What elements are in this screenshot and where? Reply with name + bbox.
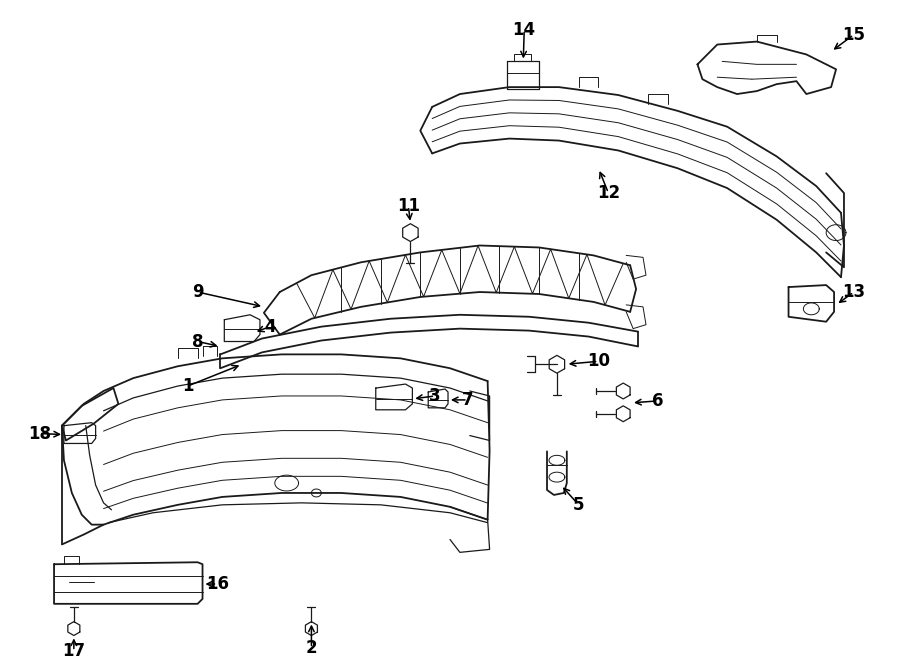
Text: 3: 3 <box>429 387 441 405</box>
Text: 13: 13 <box>842 283 866 301</box>
Text: 11: 11 <box>397 197 420 215</box>
Text: 9: 9 <box>192 283 203 301</box>
Text: 16: 16 <box>206 575 229 593</box>
Text: 14: 14 <box>513 20 536 39</box>
Text: 8: 8 <box>192 332 203 350</box>
Text: 1: 1 <box>182 377 194 395</box>
Text: 10: 10 <box>587 352 610 370</box>
Text: 15: 15 <box>842 26 866 44</box>
Text: 5: 5 <box>573 496 584 514</box>
Text: 2: 2 <box>306 639 317 658</box>
Text: 18: 18 <box>28 424 50 443</box>
Text: 12: 12 <box>597 184 620 202</box>
Text: 6: 6 <box>652 392 663 410</box>
Text: 7: 7 <box>462 391 473 409</box>
Text: 17: 17 <box>62 642 86 660</box>
Text: 4: 4 <box>264 318 275 336</box>
